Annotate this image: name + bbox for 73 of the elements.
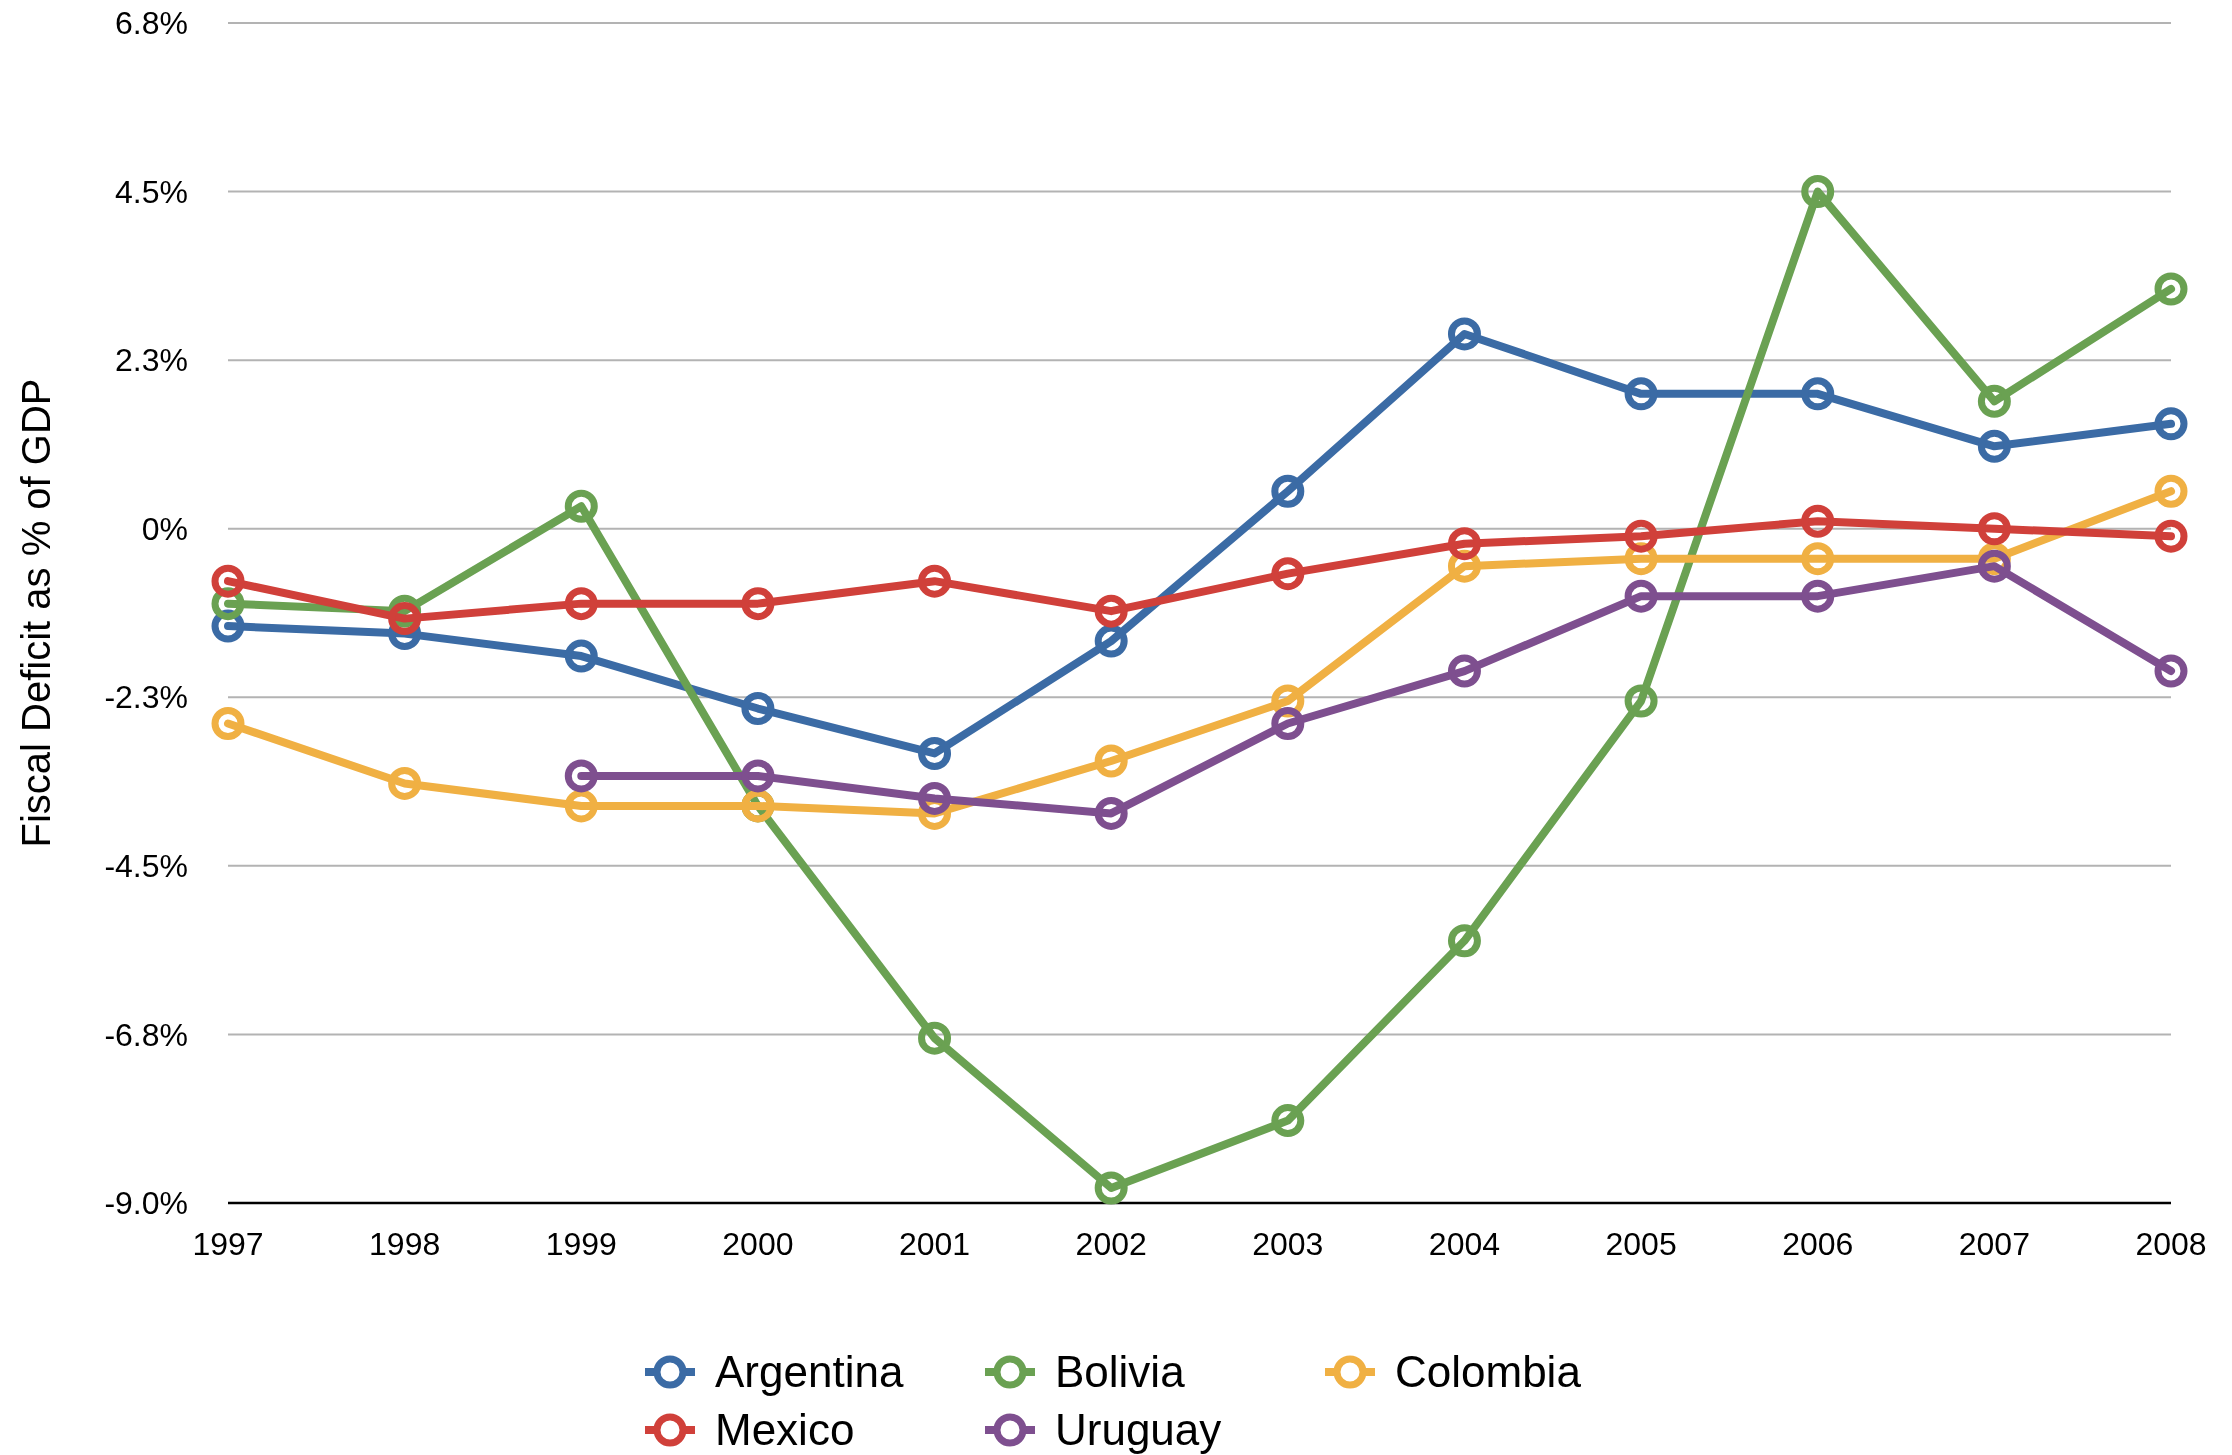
point: [741, 692, 775, 726]
point: [1624, 519, 1658, 553]
point: [1271, 1104, 1305, 1138]
point: [1271, 474, 1305, 508]
y-tick-label: 4.5%: [115, 173, 188, 210]
point: [1094, 624, 1128, 658]
point: [564, 489, 598, 523]
legend-label: Bolivia: [1055, 1347, 1186, 1397]
point: [918, 1021, 952, 1055]
x-tick-label: 2006: [1782, 1226, 1854, 1262]
point: [1271, 707, 1305, 741]
point: [918, 736, 952, 770]
x-tick-label: 2007: [1958, 1226, 2030, 1262]
point: [918, 564, 952, 598]
y-tick-label: 2.3%: [115, 342, 188, 379]
y-tick-label: -9.0%: [104, 1185, 188, 1222]
point: [2154, 654, 2188, 688]
point: [1094, 594, 1128, 628]
y-tick-label: -6.8%: [104, 1016, 188, 1053]
point: [1977, 512, 2011, 546]
point: [1977, 549, 2011, 583]
point: [741, 759, 775, 793]
legend-label: Colombia: [1395, 1347, 1582, 1397]
point: [1801, 377, 1835, 411]
point: [2154, 407, 2188, 441]
point: [564, 639, 598, 673]
x-tick-label: 2000: [722, 1226, 794, 1262]
point: [1094, 744, 1128, 778]
point: [1624, 684, 1658, 718]
y-tick-label: 6.8%: [115, 5, 188, 42]
point: [1624, 579, 1658, 613]
point: [1801, 542, 1835, 576]
y-axis-title: Fiscal Deficit as % of GDP: [14, 378, 58, 848]
x-tick-label: 1997: [192, 1226, 264, 1262]
x-tick-label: 2003: [1252, 1226, 1324, 1262]
point: [1094, 1171, 1128, 1205]
point: [1271, 557, 1305, 591]
x-tick-label: 2008: [2135, 1226, 2207, 1262]
legend-label: Argentina: [715, 1347, 904, 1397]
x-tick-label: 1998: [369, 1226, 441, 1262]
y-tick-label: -4.5%: [104, 848, 188, 885]
point: [1447, 654, 1481, 688]
point: [564, 789, 598, 823]
y-tick-label: 0%: [141, 510, 188, 547]
point: [564, 587, 598, 621]
y-tick-label: -2.3%: [104, 679, 188, 716]
point: [388, 602, 422, 636]
point: [2154, 272, 2188, 306]
point: [564, 759, 598, 793]
point: [1977, 429, 2011, 463]
point: [1977, 384, 2011, 418]
point: [211, 564, 245, 598]
x-tick-label: 2002: [1075, 1226, 1147, 1262]
legend-label: Uruguay: [1055, 1405, 1222, 1455]
point: [741, 587, 775, 621]
point: [1447, 527, 1481, 561]
x-tick-label: 2004: [1428, 1226, 1501, 1262]
x-tick-label: 2005: [1605, 1226, 1677, 1262]
point: [388, 766, 422, 800]
point: [2154, 519, 2188, 553]
x-tick-label: 1999: [545, 1226, 617, 1262]
point: [1801, 504, 1835, 538]
point: [918, 781, 952, 815]
point: [1801, 579, 1835, 613]
x-tick-label: 2001: [898, 1226, 971, 1262]
point: [1094, 796, 1128, 830]
legend-label: Mexico: [715, 1405, 855, 1455]
point: [1447, 924, 1481, 958]
point: [1801, 175, 1835, 209]
point: [2154, 474, 2188, 508]
point: [211, 707, 245, 741]
point: [1447, 317, 1481, 351]
point: [1624, 377, 1658, 411]
